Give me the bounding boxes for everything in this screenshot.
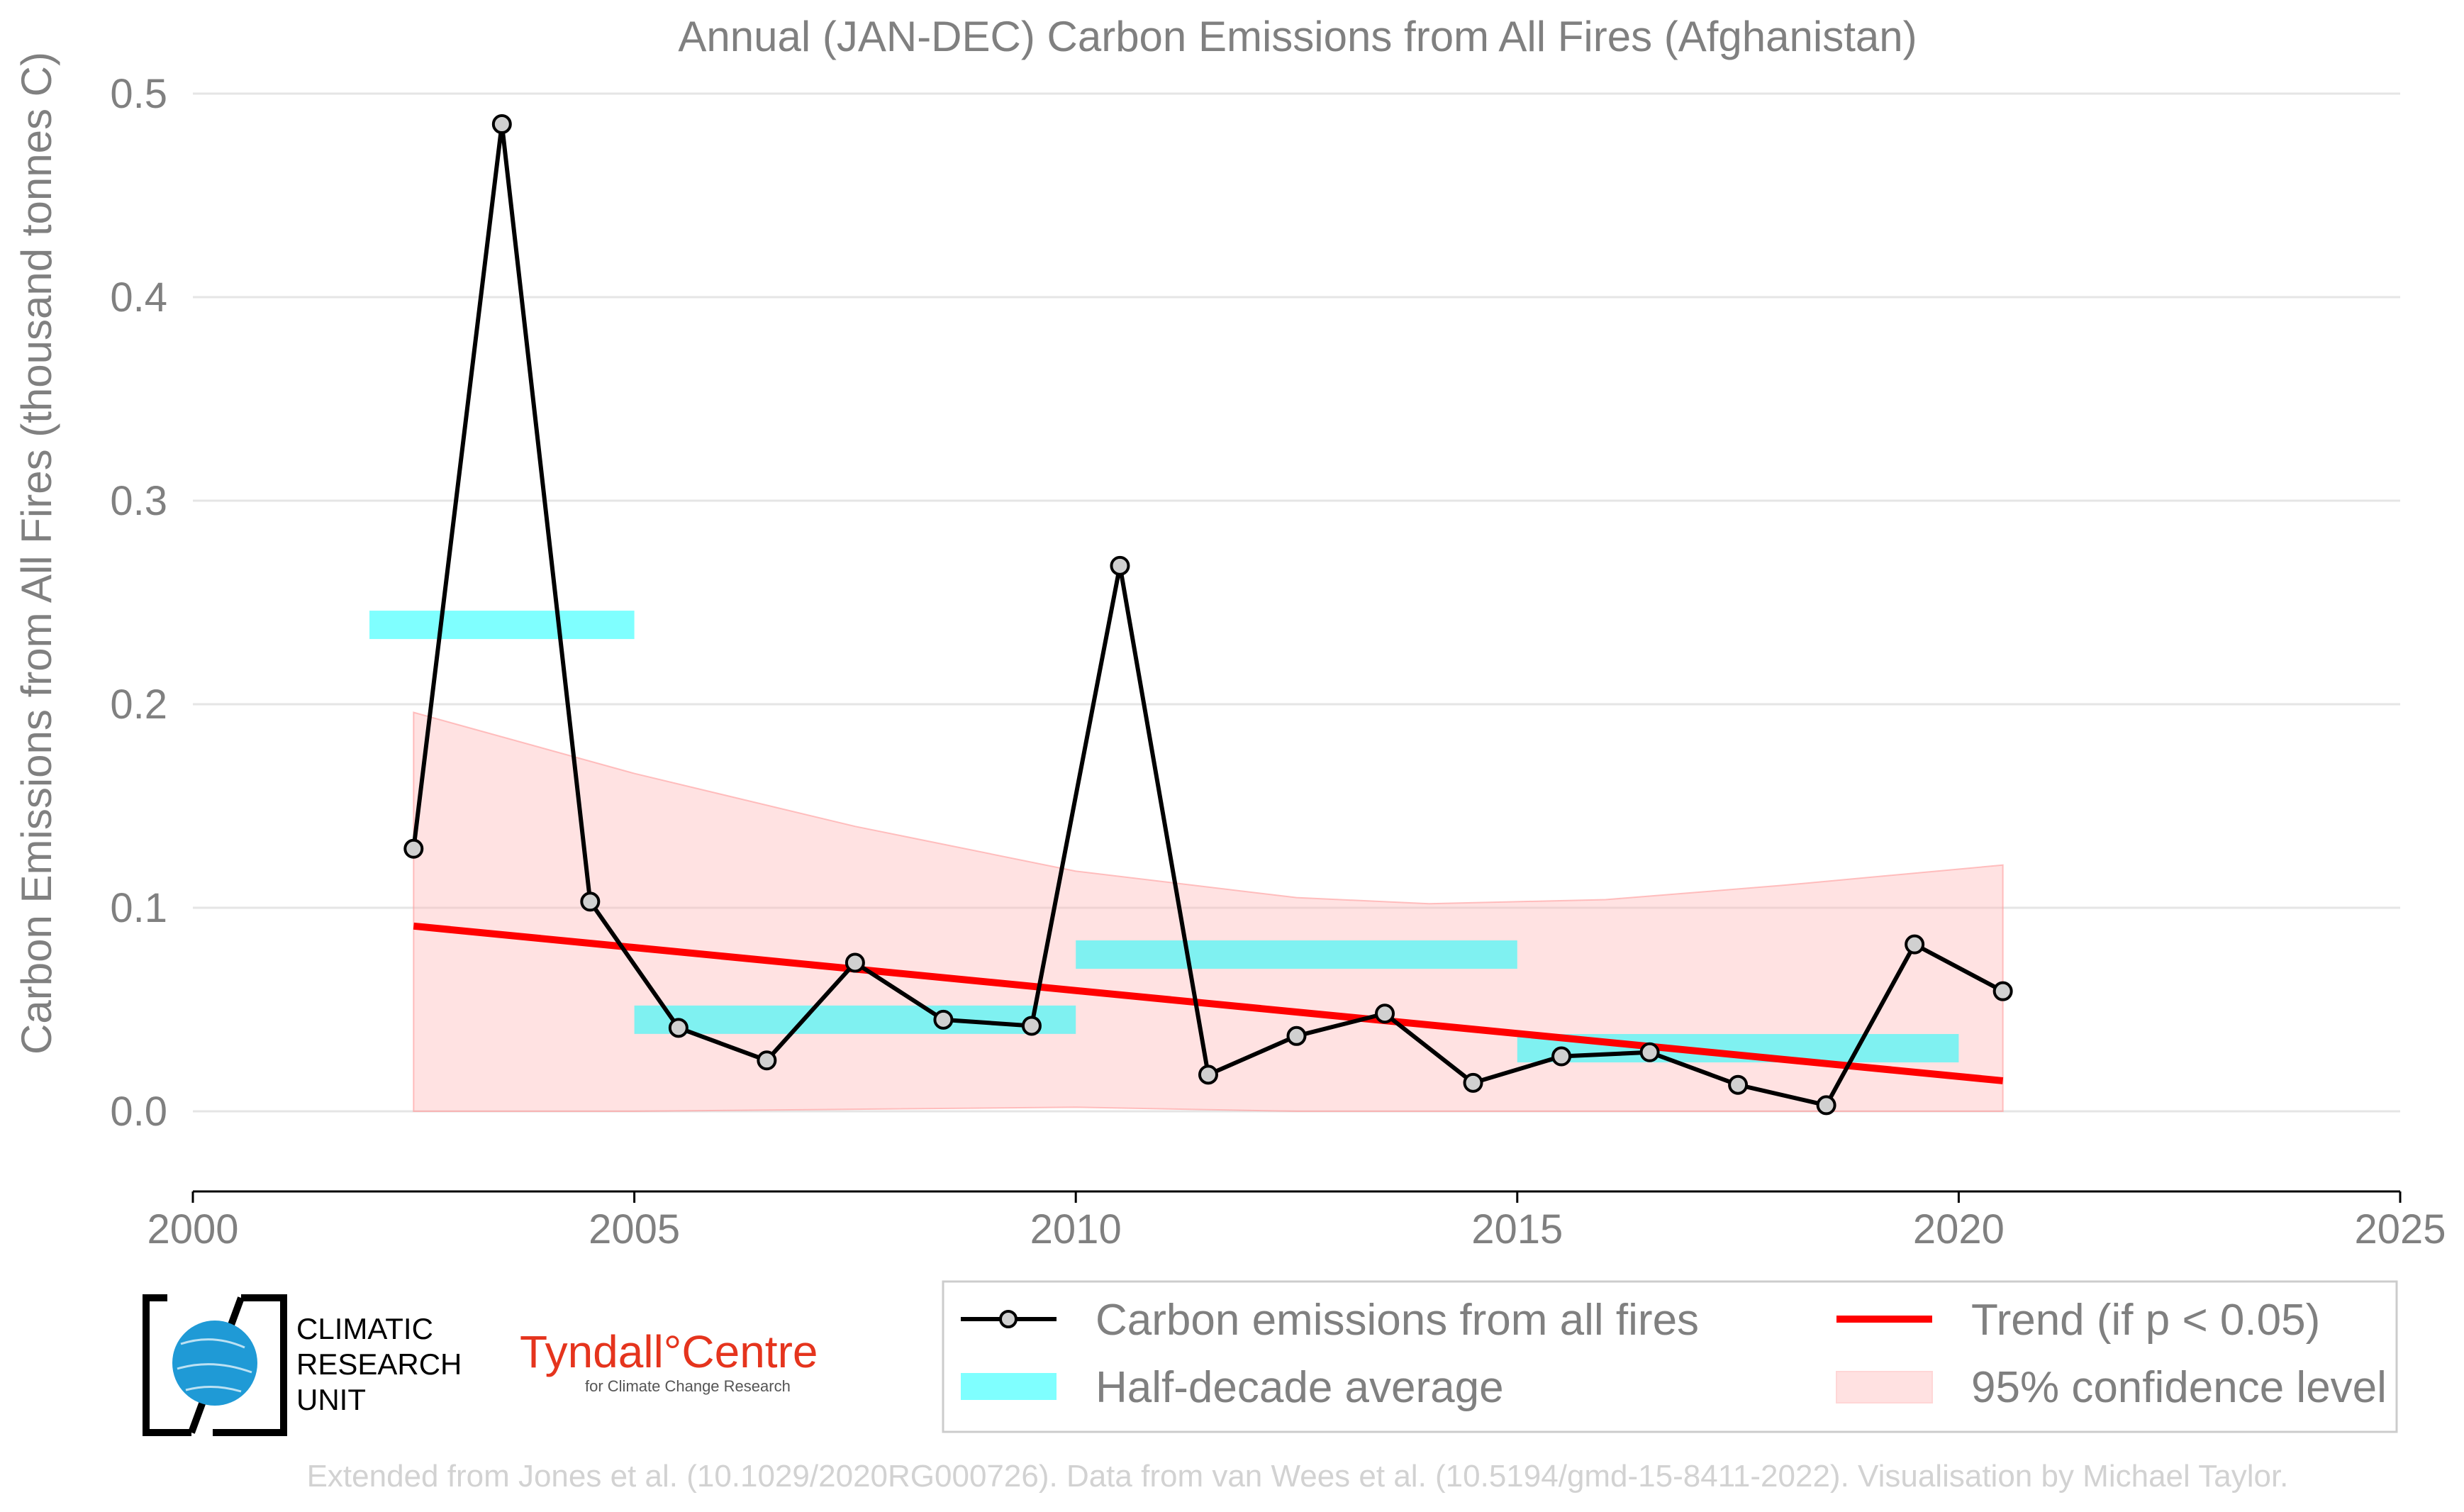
y-tick-label-2: 0.2	[110, 682, 167, 728]
emissions-point-6	[933, 1009, 954, 1030]
x-tick-label-3: 2015	[1471, 1206, 1563, 1252]
tyndall-logo: Tyndall°Centre for Climate Change Resear…	[520, 1326, 818, 1395]
x-tick-label-2: 2010	[1030, 1206, 1122, 1252]
cru-logo: CLIMATIC RESEARCH UNIT	[143, 1294, 462, 1436]
emissions-point-17	[1905, 934, 1925, 955]
emissions-series-layer	[403, 114, 2013, 1116]
cru-bracket-icon	[143, 1294, 287, 1436]
legend-label-ci: 95% confidence level	[1971, 1363, 2387, 1412]
credit-line: Extended from Jones et al. (10.1029/2020…	[307, 1459, 2289, 1494]
emissions-point-15	[1728, 1074, 1749, 1095]
x-tick-label-5: 2025	[2354, 1206, 2446, 1252]
legend-ci-swatch	[1836, 1371, 1933, 1403]
emissions-point-4	[757, 1050, 777, 1071]
emissions-point-13	[1551, 1046, 1572, 1067]
trend-line-layer	[413, 922, 2004, 1084]
globe-lines-icon	[177, 1338, 252, 1393]
y-tick-label-4: 0.4	[110, 274, 167, 321]
legend-box	[942, 1280, 2398, 1433]
legend-avg-swatch	[961, 1373, 1057, 1400]
emissions-point-11	[1375, 1004, 1395, 1024]
half-decade-bar-2	[1076, 940, 1517, 969]
emissions-point-9	[1198, 1064, 1218, 1085]
legend-label-emissions: Carbon emissions from all fires	[1096, 1296, 1699, 1345]
gridlines	[193, 92, 2400, 1113]
half-decade-average-layer	[369, 611, 1959, 1063]
y-axis-label: Carbon Emissions from All Fires (thousan…	[13, 52, 60, 1055]
half-decade-bar-0	[369, 611, 635, 640]
chart-title: Annual (JAN-DEC) Carbon Emissions from A…	[678, 13, 1917, 60]
emissions-point-12	[1463, 1072, 1483, 1093]
emissions-point-0	[403, 838, 424, 859]
x-tick-label-0: 2000	[147, 1206, 238, 1252]
y-tick-label-3: 0.3	[110, 478, 167, 524]
half-decade-bar-1	[634, 1005, 1076, 1034]
emissions-point-2	[580, 891, 601, 912]
trend-line	[413, 922, 2004, 1084]
legend-label-trend: Trend (if p < 0.05)	[1971, 1296, 2320, 1345]
emissions-point-7	[1021, 1016, 1042, 1036]
emissions-point-5	[844, 952, 865, 973]
x-tick-label-1: 2005	[589, 1206, 680, 1252]
tyndall-title: Tyndall°Centre	[520, 1326, 818, 1377]
emissions-point-1	[491, 114, 512, 135]
y-tick-labels: 0.0 0.1 0.2 0.3 0.4 0.5	[110, 71, 167, 1135]
x-tick-label-4: 2020	[1913, 1206, 2005, 1252]
y-tick-label-5: 0.5	[110, 71, 167, 117]
cru-line-3: UNIT	[296, 1383, 366, 1416]
emissions-point-10	[1286, 1025, 1307, 1046]
legend: Carbon emissions from all fires Half-dec…	[942, 1280, 2398, 1433]
y-tick-label-0: 0.0	[110, 1089, 167, 1135]
emissions-point-8	[1110, 555, 1130, 576]
emissions-point-3	[668, 1018, 689, 1038]
globe-icon	[172, 1321, 257, 1406]
tyndall-subtitle: for Climate Change Research	[585, 1377, 791, 1395]
emissions-point-16	[1816, 1095, 1836, 1116]
cru-line-1: CLIMATIC	[296, 1312, 433, 1345]
cru-line-2: RESEARCH	[296, 1347, 462, 1381]
x-tick-labels: 2000 2005 2010 2015 2020 2025	[147, 1191, 2446, 1252]
emissions-point-18	[1992, 981, 2013, 1001]
y-tick-label-1: 0.1	[110, 885, 167, 931]
legend-emissions-marker	[999, 1310, 1018, 1328]
emissions-point-14	[1639, 1042, 1660, 1062]
legend-label-avg: Half-decade average	[1096, 1363, 1504, 1412]
